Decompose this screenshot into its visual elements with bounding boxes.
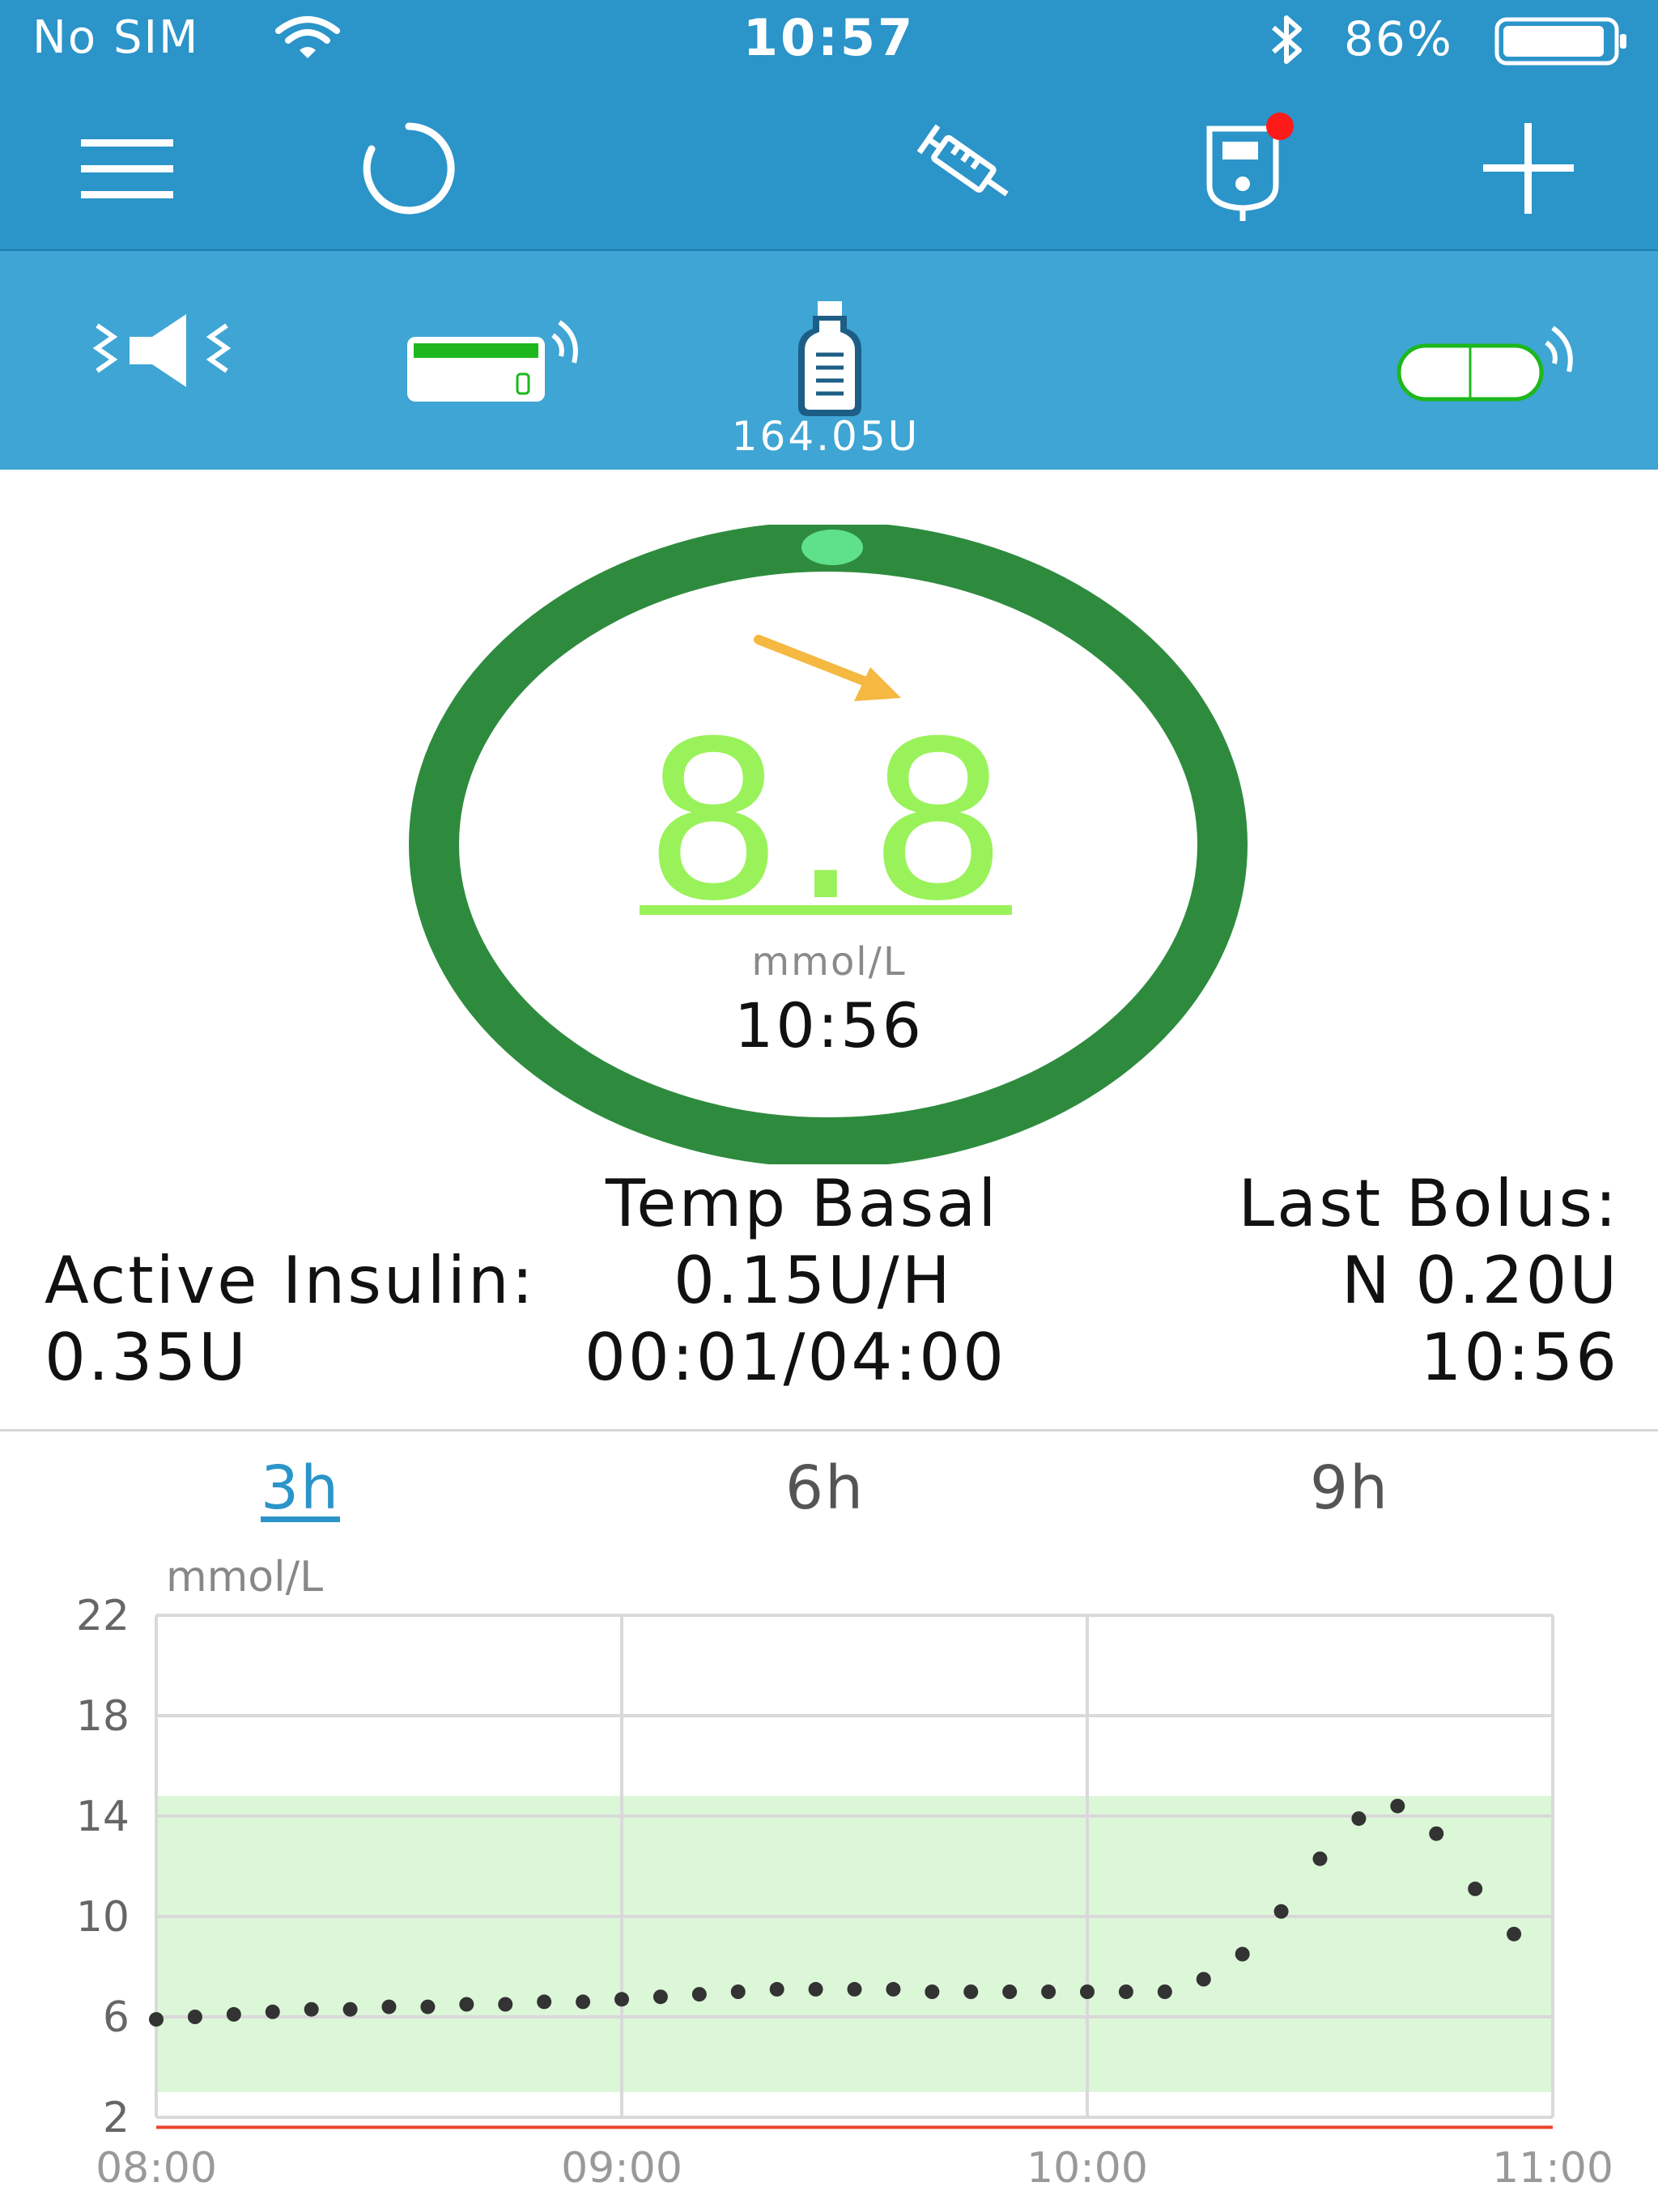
y-tick-label: 2	[103, 2094, 130, 2142]
glucose-point	[847, 1981, 862, 1997]
glucose-point	[1235, 1946, 1250, 1962]
glucose-chart: 2 6 10 14 18 22 08:00 09:00 10:00 11:00 mmol/L	[76, 1553, 1613, 2193]
x-tick-label: 09:00	[561, 2144, 682, 2193]
glucose-point	[1080, 1984, 1095, 1999]
glucose-value-underline	[640, 905, 1012, 915]
active-insulin-label: Active Insulin:	[45, 1243, 536, 1318]
tab-6h[interactable]: 6h	[785, 1453, 865, 1523]
reservoir-units: 164.05U	[731, 413, 920, 460]
glucose-time: 10:56	[733, 989, 925, 1061]
last-bolus-time: 10:56	[1420, 1320, 1619, 1395]
status-bar: No SIM 10:57 86%	[0, 0, 1658, 81]
glucose-point	[342, 2001, 358, 2017]
top-toolbar	[0, 81, 1658, 251]
glucose-point	[1390, 1798, 1405, 1814]
menu-icon	[79, 136, 176, 204]
glucose-point	[1041, 1984, 1056, 1999]
glucose-point	[925, 1984, 940, 1999]
speaker-icon	[89, 306, 243, 398]
glucose-point	[1312, 1851, 1328, 1866]
syringe-icon	[911, 120, 1024, 220]
glucose-value: 8.8	[644, 694, 1016, 949]
active-insulin-value: 0.35U	[45, 1320, 249, 1395]
glucose-point	[1429, 1826, 1444, 1841]
temp-basal-duration: 00:01/04:00	[585, 1320, 1007, 1395]
glucose-point	[265, 2004, 280, 2019]
y-tick-label: 18	[76, 1692, 130, 1741]
glucose-point	[963, 1984, 979, 1999]
temp-basal-rate: 0.15U/H	[674, 1243, 953, 1318]
refresh-button[interactable]	[352, 113, 466, 227]
y-tick-label: 6	[103, 1993, 130, 2042]
glucose-point	[537, 1994, 552, 2010]
plus-icon	[1480, 120, 1577, 220]
y-axis-label: mmol/L	[166, 1553, 323, 1602]
glucose-point	[614, 1992, 629, 2007]
carrier-label: No SIM	[32, 11, 200, 64]
reservoir-button[interactable]	[789, 300, 870, 421]
glucose-point	[149, 2012, 164, 2027]
glucose-point	[769, 1981, 784, 1997]
pump-icon	[401, 306, 595, 423]
refresh-icon	[360, 120, 457, 220]
target-range-band	[156, 1796, 1553, 2092]
ring-marker	[801, 530, 863, 565]
time-range-tabs: 3h 6h 9h	[0, 1453, 1658, 1542]
alert-sound-button[interactable]	[89, 308, 243, 397]
menu-button[interactable]	[71, 113, 185, 227]
x-tick-label: 11:00	[1492, 2144, 1613, 2193]
glucose-point	[1468, 1881, 1483, 1896]
glucose-point	[1157, 1984, 1172, 1999]
meter-icon	[1198, 113, 1294, 223]
section-divider	[0, 1429, 1658, 1431]
x-tick-label: 10:00	[1027, 2144, 1148, 2193]
glucose-point	[498, 1997, 513, 2012]
glucose-point	[808, 1981, 823, 1997]
glucose-point	[187, 2010, 202, 2024]
glucose-point	[420, 1999, 436, 2014]
battery-icon	[1494, 15, 1631, 71]
y-tick-label: 22	[76, 1592, 130, 1640]
bolus-button[interactable]	[911, 113, 1024, 227]
temp-basal-label: Temp Basal	[606, 1166, 999, 1241]
glucose-ring	[409, 525, 1248, 1164]
y-tick-label: 10	[76, 1893, 130, 1942]
glucose-point	[1273, 1904, 1289, 1919]
bluetooth-icon	[1267, 13, 1307, 70]
last-bolus-amount: N 0.20U	[1341, 1243, 1619, 1318]
battery-percent: 86%	[1344, 11, 1453, 66]
pump-status-button[interactable]	[401, 308, 595, 421]
tab-3h[interactable]: 3h	[261, 1453, 340, 1523]
device-status-bar	[0, 251, 1658, 470]
insulin-vial-icon	[793, 298, 866, 423]
last-bolus-label: Last Bolus:	[1238, 1166, 1619, 1241]
status-clock: 10:57	[742, 8, 916, 67]
x-tick-label: 08:00	[96, 2144, 217, 2193]
glucose-point	[381, 1999, 397, 2014]
glucose-point	[459, 1997, 474, 2012]
glucose-point	[304, 2001, 319, 2017]
notification-dot	[1266, 113, 1294, 140]
glucose-point	[226, 2006, 241, 2022]
tab-9h[interactable]: 9h	[1310, 1453, 1389, 1523]
glucose-point	[653, 1989, 668, 2005]
glucose-point	[730, 1984, 746, 1999]
glucose-point	[886, 1981, 901, 1997]
y-tick-label: 14	[76, 1793, 130, 1841]
wifi-icon	[275, 15, 340, 66]
glucose-point	[1351, 1811, 1367, 1827]
trend-arrow-icon	[754, 635, 901, 701]
add-button[interactable]	[1472, 113, 1585, 227]
glucose-unit: mmol/L	[751, 939, 907, 985]
glucose-point	[691, 1987, 707, 2002]
glucose-point	[1507, 1926, 1522, 1942]
sensor-status-button[interactable]	[1391, 312, 1585, 409]
glucose-point	[1196, 1972, 1211, 1987]
sensor-icon	[1391, 310, 1585, 410]
glucose-point	[1002, 1984, 1018, 1999]
glucose-point	[1118, 1984, 1133, 1999]
meter-button[interactable]	[1186, 113, 1299, 227]
glucose-point	[576, 1994, 591, 2010]
